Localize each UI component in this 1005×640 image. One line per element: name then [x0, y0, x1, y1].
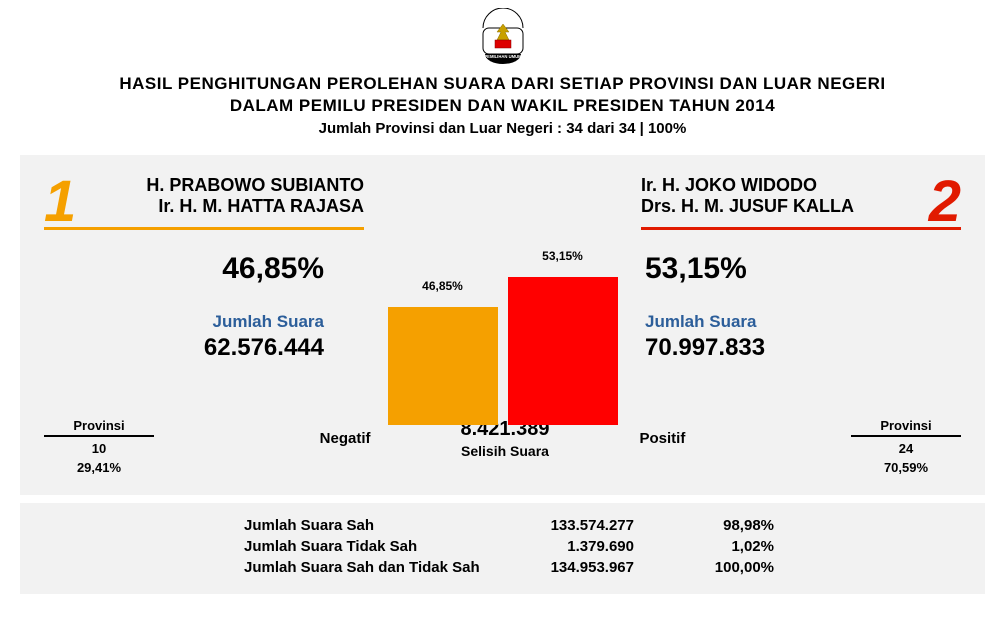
summary-row: Jumlah Suara Sah133.574.277 98,98%: [244, 517, 961, 534]
bar-1-label: 46,85%: [422, 279, 463, 293]
summary-pct: 1,02%: [694, 538, 774, 555]
summary-label: Jumlah Suara Sah: [244, 517, 504, 534]
positif-label: Positif: [639, 430, 685, 447]
summary-row: Jumlah Suara Sah dan Tidak Sah134.953.96…: [244, 559, 961, 576]
selisih-label: Selisih Suara: [461, 443, 550, 459]
provinsi-1: Provinsi 10 29,41%: [44, 418, 154, 475]
provinsi-1-pct: 29,41%: [44, 460, 154, 475]
summary-label: Jumlah Suara Sah dan Tidak Sah: [244, 559, 504, 576]
candidate-2: 2 Ir. H. JOKO WIDODO Drs. H. M. JUSUF KA…: [641, 175, 961, 362]
candidate-1-names: H. PRABOWO SUBIANTO Ir. H. M. HATTA RAJA…: [90, 175, 364, 221]
provinsi-1-count: 10: [44, 441, 154, 456]
candidate-1-votes-label: Jumlah Suara: [44, 312, 324, 332]
summary-row: Jumlah Suara Tidak Sah1.379.690 1,02%: [244, 538, 961, 555]
candidate-1-underline: [44, 227, 364, 230]
candidate-2-underline: [641, 227, 961, 230]
candidate-2-header: 2 Ir. H. JOKO WIDODO Drs. H. M. JUSUF KA…: [641, 175, 961, 227]
bar-2: 53,15%: [508, 249, 618, 425]
candidate-2-names: Ir. H. JOKO WIDODO Drs. H. M. JUSUF KALL…: [641, 175, 915, 221]
candidate-2-name: Ir. H. JOKO WIDODO: [641, 175, 915, 196]
candidate-2-votes-label: Jumlah Suara: [645, 312, 961, 332]
summary-table: Jumlah Suara Sah133.574.27798,98%Jumlah …: [244, 517, 961, 576]
summary-pct: 100,00%: [694, 559, 774, 576]
svg-text:PEMILIHAN UMUM: PEMILIHAN UMUM: [484, 54, 522, 59]
provinsi-2: Provinsi 24 70,59%: [851, 418, 961, 475]
candidate-1-votes-value: 62.576.444: [44, 334, 324, 362]
provinsi-2-count: 24: [851, 441, 961, 456]
summary-label: Jumlah Suara Tidak Sah: [244, 538, 504, 555]
provinsi-1-label: Provinsi: [44, 418, 154, 437]
candidate-1-vice: Ir. H. M. HATTA RAJASA: [90, 196, 364, 217]
vote-bar-chart: 46,85% 53,15%: [383, 265, 623, 425]
candidate-2-number: 2: [929, 179, 961, 225]
bar-1-rect: [388, 307, 498, 425]
candidate-1-number: 1: [44, 179, 76, 225]
candidate-1: 1 H. PRABOWO SUBIANTO Ir. H. M. HATTA RA…: [44, 175, 364, 362]
negatif-label: Negatif: [320, 430, 371, 447]
subtitle: Jumlah Provinsi dan Luar Negeri : 34 dar…: [0, 120, 1005, 137]
candidate-1-name: H. PRABOWO SUBIANTO: [90, 175, 364, 196]
bar-1: 46,85%: [388, 279, 498, 425]
provinsi-2-label: Provinsi: [851, 418, 961, 437]
candidate-2-percent: 53,15%: [645, 252, 961, 286]
results-panel: 1 H. PRABOWO SUBIANTO Ir. H. M. HATTA RA…: [20, 155, 985, 495]
candidate-1-stats: 46,85% Jumlah Suara 62.576.444: [44, 252, 364, 362]
title-line1: HASIL PENGHITUNGAN PEROLEHAN SUARA DARI …: [0, 74, 1005, 94]
candidate-1-header: 1 H. PRABOWO SUBIANTO Ir. H. M. HATTA RA…: [44, 175, 364, 227]
candidate-2-vice: Drs. H. M. JUSUF KALLA: [641, 196, 915, 217]
kpu-logo: KOMISI PEMILIHAN UMUM: [473, 8, 533, 68]
summary-value: 134.953.967: [504, 559, 634, 576]
summary-value: 1.379.690: [504, 538, 634, 555]
candidate-2-stats: 53,15% Jumlah Suara 70.997.833: [641, 252, 961, 362]
title-line2: DALAM PEMILU PRESIDEN DAN WAKIL PRESIDEN…: [0, 96, 1005, 116]
header: KOMISI PEMILIHAN UMUM HASIL PENGHITUNGAN…: [0, 0, 1005, 149]
lower-row: Provinsi 10 29,41% Negatif 8.421.389 Sel…: [44, 418, 961, 475]
summary-value: 133.574.277: [504, 517, 634, 534]
candidate-1-percent: 46,85%: [44, 252, 324, 286]
summary-panel: Jumlah Suara Sah133.574.27798,98%Jumlah …: [20, 503, 985, 594]
bar-2-label: 53,15%: [542, 249, 583, 263]
candidate-2-votes-value: 70.997.833: [645, 334, 961, 362]
summary-pct: 98,98%: [694, 517, 774, 534]
bar-2-rect: [508, 277, 618, 425]
provinsi-2-pct: 70,59%: [851, 460, 961, 475]
